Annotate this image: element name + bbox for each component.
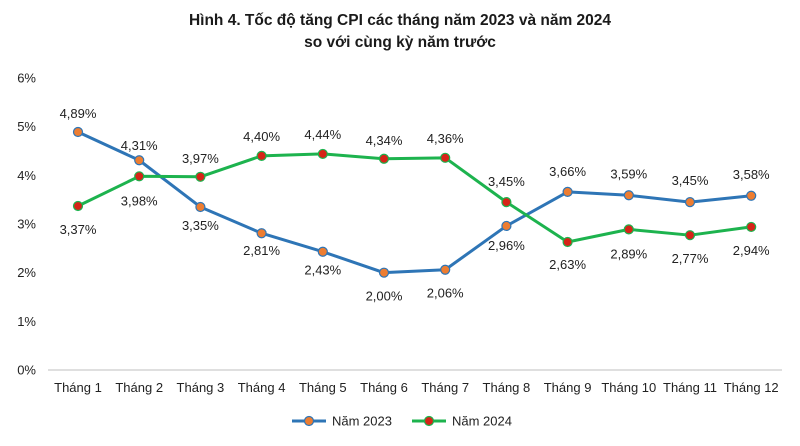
- data-point: [72, 126, 84, 138]
- y-tick-label: 3%: [17, 217, 36, 232]
- data-label: 3,98%: [121, 193, 158, 208]
- x-tick-label: Tháng 8: [483, 380, 531, 395]
- data-label: 4,36%: [427, 131, 464, 146]
- y-tick-label: 1%: [17, 314, 36, 329]
- data-point: [562, 236, 573, 248]
- y-tick-label: 6%: [17, 71, 36, 86]
- data-point: [623, 190, 634, 201]
- x-tick-label: Tháng 12: [724, 380, 779, 395]
- x-tick-label: Tháng 9: [544, 380, 592, 395]
- legend-label: Năm 2024: [452, 414, 512, 429]
- x-tick-label: Tháng 3: [177, 380, 225, 395]
- data-point: [501, 220, 512, 232]
- data-label: 3,58%: [733, 167, 770, 182]
- chart-title: Hình 4. Tốc độ tăng CPI các tháng năm 20…: [0, 10, 800, 54]
- data-label: 4,89%: [60, 106, 97, 121]
- data-label: 3,37%: [60, 222, 97, 237]
- data-point: [501, 197, 512, 208]
- chart-title-line-1: Hình 4. Tốc độ tăng CPI các tháng năm 20…: [188, 12, 612, 29]
- data-label: 2,43%: [304, 263, 341, 278]
- data-label: 2,77%: [672, 251, 709, 266]
- data-point: [378, 153, 390, 164]
- data-label: 2,81%: [243, 243, 280, 258]
- data-label: 3,45%: [672, 173, 709, 188]
- data-label: 3,59%: [610, 166, 647, 181]
- data-point: [317, 148, 328, 160]
- x-tick-label: Tháng 5: [299, 380, 347, 395]
- y-tick-label: 2%: [17, 265, 36, 280]
- data-label: 3,35%: [182, 218, 219, 233]
- data-point: [440, 152, 451, 163]
- series-line: [76, 130, 753, 275]
- data-label: 4,31%: [121, 138, 158, 153]
- data-point: [195, 201, 206, 213]
- x-tick-label: Tháng 7: [421, 380, 469, 395]
- x-tick-label: Tháng 4: [238, 380, 286, 395]
- data-label: 3,97%: [182, 151, 219, 166]
- data-point: [440, 264, 451, 275]
- data-point: [746, 221, 757, 233]
- chart-title-line-2: so với cùng kỳ năm trước: [304, 34, 496, 51]
- data-label: 4,40%: [243, 129, 280, 144]
- data-label: 4,34%: [366, 133, 403, 148]
- data-label: 4,44%: [304, 127, 341, 142]
- y-tick-label: 0%: [17, 363, 36, 378]
- legend-marker: [423, 415, 435, 427]
- data-point: [195, 171, 206, 182]
- data-label: 2,89%: [610, 246, 647, 261]
- data-label: 2,63%: [549, 257, 586, 272]
- data-point: [378, 267, 390, 278]
- data-point: [746, 190, 757, 201]
- x-tick-label: Tháng 11: [663, 380, 717, 395]
- data-label: 2,96%: [488, 238, 525, 253]
- legend-label: Năm 2023: [332, 414, 392, 429]
- legend-marker: [303, 415, 315, 427]
- data-point: [256, 150, 267, 161]
- x-tick-label: Tháng 10: [601, 380, 656, 395]
- data-label: 2,06%: [427, 286, 464, 301]
- data-point: [134, 171, 145, 182]
- series-line: [76, 152, 753, 244]
- data-point: [623, 224, 634, 235]
- x-tick-label: Tháng 1: [54, 380, 102, 395]
- data-point: [134, 155, 145, 166]
- data-point: [72, 200, 84, 212]
- x-tick-label: Tháng 2: [115, 380, 163, 395]
- data-label: 3,66%: [549, 164, 586, 179]
- y-tick-label: 4%: [17, 168, 36, 183]
- data-label: 3,45%: [488, 174, 525, 189]
- data-point: [256, 228, 267, 239]
- data-point: [317, 246, 328, 257]
- x-tick-label: Tháng 6: [360, 380, 408, 395]
- y-tick-label: 5%: [17, 119, 36, 134]
- data-point: [562, 186, 573, 197]
- data-label: 2,94%: [733, 243, 770, 258]
- data-label: 2,00%: [366, 289, 403, 304]
- data-point: [684, 230, 696, 241]
- data-point: [684, 197, 696, 208]
